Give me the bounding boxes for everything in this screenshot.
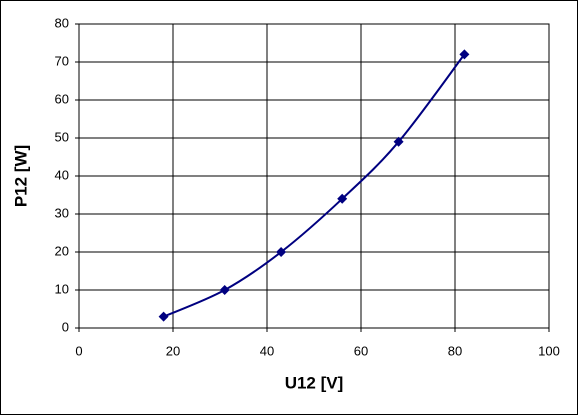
y-tick-label: 80	[55, 15, 69, 30]
y-tick-label: 20	[55, 243, 69, 258]
y-tick-label: 70	[55, 53, 69, 68]
x-tick-label: 0	[75, 343, 82, 358]
data-point	[337, 193, 348, 204]
y-tick-label: 30	[55, 205, 69, 220]
x-tick-label: 100	[538, 343, 560, 358]
x-tick-label: 60	[354, 343, 368, 358]
data-point	[158, 311, 169, 322]
y-tick-label: 10	[55, 281, 69, 296]
x-tick-label: 80	[448, 343, 462, 358]
data-point	[219, 285, 230, 295]
y-tick-label: 60	[55, 91, 69, 106]
y-tick-label: 40	[55, 167, 69, 182]
data-point	[459, 49, 470, 60]
x-tick-label: 40	[260, 343, 274, 358]
data-point	[276, 247, 287, 257]
y-tick-label: 50	[55, 129, 69, 144]
plot-frame	[78, 23, 550, 329]
y-tick-label: 0	[62, 319, 69, 334]
x-axis-title: U12 [V]	[285, 373, 344, 392]
x-tick-label: 20	[166, 343, 180, 358]
data-point	[393, 136, 404, 147]
y-axis-title: P12 [W]	[11, 145, 30, 207]
